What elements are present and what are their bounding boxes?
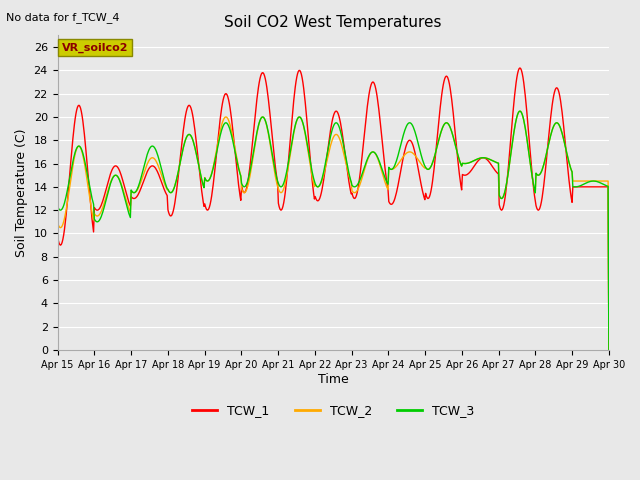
Line: TCW_3: TCW_3 [58, 111, 609, 350]
Y-axis label: Soil Temperature (C): Soil Temperature (C) [15, 129, 28, 257]
TCW_3 [417, 149, 424, 155]
Text: VR_soilco2: VR_soilco2 [61, 42, 128, 52]
TCW_2 [516, 108, 524, 114]
TCW_3 [177, 159, 184, 165]
Line: TCW_2: TCW_2 [58, 111, 609, 350]
TCW_3 [54, 204, 61, 209]
TCW_2 [54, 220, 61, 226]
TCW_1 [400, 151, 408, 156]
TCW_3 [400, 130, 408, 135]
TCW_3 [516, 108, 524, 114]
TCW_2 [400, 153, 408, 158]
Legend: TCW_1, TCW_2, TCW_3: TCW_1, TCW_2, TCW_3 [188, 399, 479, 422]
TCW_2 [120, 191, 128, 197]
TCW_1 [63, 198, 71, 204]
TCW_1 [516, 65, 524, 71]
TCW_2 [177, 159, 184, 165]
TCW_2 [205, 177, 213, 182]
Title: Soil CO2 West Temperatures: Soil CO2 West Temperatures [225, 15, 442, 30]
TCW_2 [605, 347, 612, 353]
X-axis label: Time: Time [318, 372, 349, 385]
TCW_1 [177, 155, 184, 161]
TCW_1 [205, 204, 213, 210]
TCW_3 [120, 193, 128, 199]
TCW_3 [63, 187, 71, 192]
TCW_3 [605, 347, 612, 353]
Text: No data for f_TCW_4: No data for f_TCW_4 [6, 12, 120, 23]
TCW_1 [120, 183, 128, 189]
TCW_1 [54, 234, 61, 240]
TCW_2 [417, 160, 424, 166]
Line: TCW_1: TCW_1 [58, 68, 609, 350]
TCW_1 [417, 177, 424, 183]
TCW_2 [63, 199, 71, 204]
TCW_1 [605, 347, 612, 353]
TCW_3 [205, 177, 213, 182]
